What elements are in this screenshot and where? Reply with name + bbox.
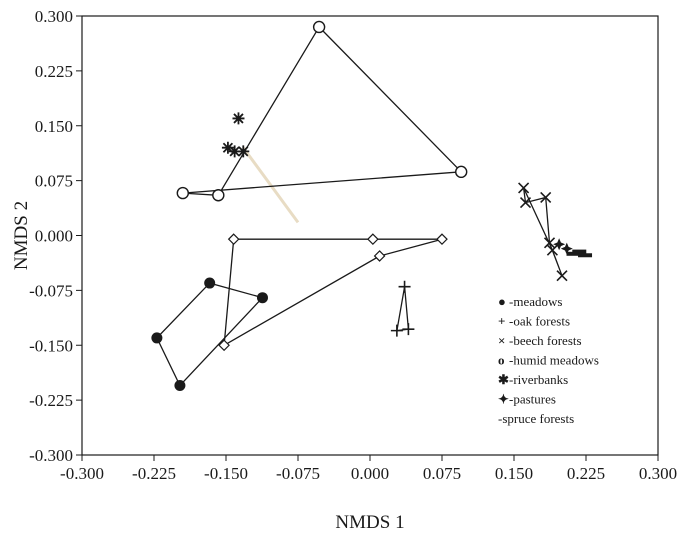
beech-forests-point [546,244,558,256]
diamond-point [227,233,240,246]
legend-item: + -oak forests [498,314,570,329]
diamond-point [436,233,448,246]
beech-forests-point [556,270,568,282]
x-tick-label: -0.150 [204,464,248,483]
beech-forests-point [518,182,530,194]
y-axis-title: NMDS 2 [11,201,32,270]
legend-symbol: ✦ [498,392,509,407]
legend-item: ● -meadows [498,294,562,309]
meadows-point [174,379,186,391]
x-tick-label: -0.300 [60,464,104,483]
x-tick-label: -0.075 [276,464,320,483]
plot-frame [81,15,659,456]
legend-label: -oak forests [509,314,570,329]
legend-item: × -beech forests [498,333,582,348]
hull-oak-forests [396,286,410,332]
riverbanks-point [232,112,245,125]
oak-forests-point [398,280,411,293]
y-tick-label: 0.150 [35,117,73,136]
legend-symbol: ● [498,294,506,309]
humid-meadows-point [455,165,468,179]
y-tick-label: 0.075 [35,172,73,191]
humid-meadows-point [212,189,225,202]
spruce-forests-point [572,249,587,254]
hull-diamond-group [223,238,443,347]
spruce-forests-point [566,251,581,256]
x-tick-label: 0.225 [567,464,605,483]
y-tick-label: 0.000 [35,227,73,246]
legend-item: -spruce forests [498,411,574,426]
riverbanks-point [228,145,241,158]
legend-label: -beech forests [509,333,582,348]
riverbanks-point [221,141,234,154]
oak-forests-point [402,323,415,336]
legend-label: -pastures [509,392,556,407]
plot-border [81,15,659,456]
data-points [151,20,593,391]
x-tick-label: -0.225 [132,464,176,483]
legend-label: -meadows [509,294,562,309]
legend-symbol: + [498,314,505,329]
beech-forests-point [519,197,532,209]
diamond-point [373,250,386,262]
y-tick-label: -0.300 [29,446,73,465]
humid-meadows-point [312,20,326,34]
beech-forests-point [543,237,556,249]
diamond-point [367,233,379,246]
pastures-point [560,242,573,255]
legend-symbol: ✱ [498,372,509,387]
y-tick-label: 0.300 [35,7,73,26]
legend-label: -riverbanks [509,372,568,387]
x-tick-label: 0.150 [495,464,533,483]
x-axis-title: NMDS 1 [335,512,404,533]
legend-item: ✦ -pastures [498,392,556,407]
legend-symbol: o [498,353,505,368]
axis-ticks: -0.300 -0.225 -0.150 -0.075 0.000 0.075 0.150 0… [29,7,677,483]
y-tick-label: -0.150 [29,336,73,355]
legend-label: -spruce forests [498,411,574,426]
hull-humid-meadows [182,25,463,196]
group-hulls [156,25,563,387]
x-tick-label: 0.075 [423,464,461,483]
legend-label: -humid meadows [509,353,599,368]
x-tick-label: 0.000 [351,464,389,483]
meadows-point [151,332,163,344]
hull-meadows [156,282,264,387]
legend: ● -meadows + -oak forests × -beech forests o -h… [498,294,599,426]
diamond-point [218,339,230,352]
meadows-point [204,277,216,289]
meadows-point [256,292,268,304]
oak-forests-point [390,324,403,337]
faint-connector-line [242,146,300,224]
spruce-forests-point [578,253,593,258]
humid-meadows-point [176,186,190,200]
legend-item: ✱ -riverbanks [498,372,568,387]
legend-symbol: × [498,333,505,348]
x-tick-label: 0.300 [639,464,677,483]
legend-item: o -humid meadows [498,353,599,368]
beech-forests-point [540,191,552,204]
y-tick-label: -0.225 [29,391,73,410]
pastures-point [553,238,566,251]
y-tick-label: 0.225 [35,62,73,81]
riverbanks-point [237,145,250,158]
y-tick-label: -0.075 [29,281,73,300]
